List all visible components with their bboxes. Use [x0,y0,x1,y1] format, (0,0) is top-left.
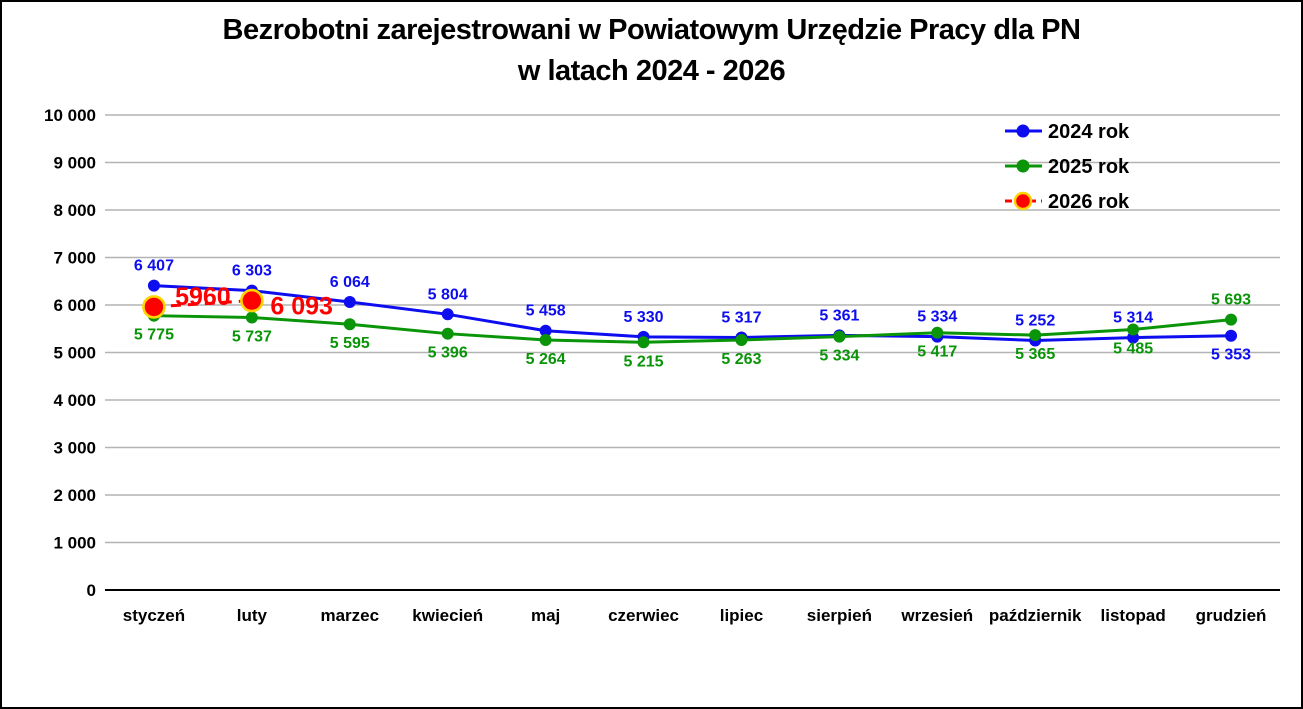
legend-label: 2025 rok [1048,156,1130,178]
y-axis-tick-label: 2 000 [53,486,96,505]
data-point-marker [142,295,166,319]
x-axis-label: październik [989,606,1082,625]
legend: 2024 rok 2025 rok 2026 rok [1005,121,1130,213]
data-point-marker [1029,329,1042,342]
series-line [153,314,1232,344]
data-label: 5 417 [917,344,957,361]
y-axis-tick-label: 1 000 [53,534,96,553]
data-point-marker [1225,329,1238,342]
data-point-marker [1225,313,1238,326]
legend-marker [1013,191,1033,211]
legend-label: 2024 rok [1048,121,1130,143]
data-point-marker [343,295,356,308]
series-2026-rok: 5960 6 093 [142,283,333,321]
data-label: 6 064 [330,274,370,291]
data-point-marker [637,336,650,349]
y-axis-tick-label: 7 000 [53,249,96,268]
data-point-marker [735,334,748,347]
y-axis-tick-label: 6 000 [53,296,96,315]
data-label: 5 693 [1211,292,1251,309]
y-axis-tick-label: 4 000 [53,391,96,410]
data-label: 6 303 [232,263,272,280]
x-axis-label: czerwiec [608,606,679,625]
x-axis-label: listopad [1101,606,1166,625]
data-label: 5 330 [624,309,664,326]
x-axis-label: maj [531,606,560,625]
y-axis-tick-label: 10 000 [44,106,96,125]
data-point-marker [539,333,552,346]
data-label: 6 093 [270,293,333,321]
data-label: 5 334 [917,309,957,326]
series-2024-rok: 6 407 6 303 6 064 5 804 5 458 5 330 5 317 5 361… [134,258,1251,364]
data-label: 5 396 [428,345,468,362]
data-label: 5 215 [624,353,664,370]
chart-title-line2: w latach 2024 - 2026 [517,55,786,87]
data-point-marker [245,311,258,324]
data-point-marker [343,318,356,331]
data-label: 5 263 [721,351,761,368]
data-label: 5 458 [526,303,566,320]
y-axis-tick-label: 8 000 [53,201,96,220]
x-axis-label: wrzesień [900,606,973,625]
x-axis-label: styczeń [123,606,185,625]
data-label: 5 737 [232,328,272,345]
x-axis-label: sierpień [807,606,872,625]
data-point-marker [240,288,264,313]
x-axis-label: lipiec [720,606,763,625]
y-axis-tick-label: 5 000 [53,344,96,363]
legend-item-2026-rok: 2026 rok [1005,191,1130,213]
legend-item-2025-rok: 2025 rok [1005,156,1130,178]
legend-item-2024-rok: 2024 rok [1005,121,1130,143]
data-label: 5 353 [1211,347,1251,364]
x-axis-label: grudzień [1196,606,1267,625]
data-point-marker [833,330,846,343]
y-axis-tick-label: 0 [87,581,96,600]
data-label: 5 264 [526,351,566,368]
legend-label: 2026 rok [1048,191,1130,213]
data-point-marker [441,308,454,321]
series-2025-rok: 5 775 5 737 5 595 5 396 5 264 5 215 5 263 5 334… [134,292,1251,371]
data-label: 5 775 [134,327,174,344]
data-label: 6 407 [134,258,174,275]
data-label: 5 252 [1015,313,1055,330]
legend-marker [1016,124,1030,138]
data-label: 5 485 [1113,340,1153,357]
data-label: 5 365 [1015,346,1055,363]
data-label: 5 361 [819,307,859,324]
chart-title: Bezrobotni zarejestrowani w Powiatowym U… [2,10,1301,92]
series-line [153,284,1232,343]
data-label: 5 334 [819,348,859,365]
legend-marker [1016,159,1030,173]
data-point-marker [539,324,552,337]
data-label: 5 595 [330,335,370,352]
y-axis-tick-label: 9 000 [53,154,96,173]
data-label: 5 314 [1113,310,1153,327]
data-point-marker [147,279,160,292]
data-label: 5 317 [721,309,761,326]
x-axis-label: kwiecień [412,606,483,625]
x-axis-label: luty [237,606,268,625]
data-point-marker [1127,323,1140,336]
chart-title-line1: Bezrobotni zarejestrowani w Powiatowym U… [222,14,1081,46]
data-point-marker [441,327,454,340]
data-label: 5 804 [428,286,468,303]
data-point-marker [931,326,944,339]
data-label: 5960 [175,283,231,311]
x-axis-label: marzec [320,606,379,625]
y-axis-tick-label: 3 000 [53,439,96,458]
